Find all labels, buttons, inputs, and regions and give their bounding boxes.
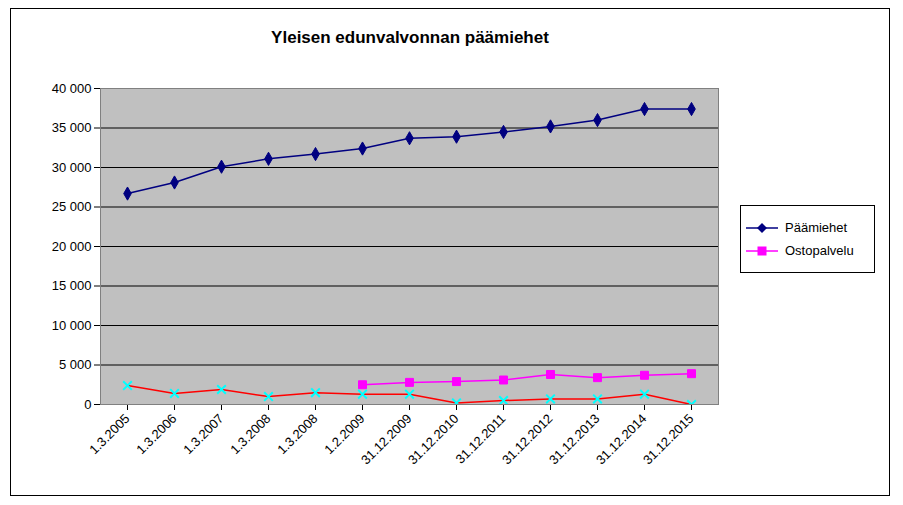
svg-text:31.12.2014: 31.12.2014 [592,410,650,468]
svg-text:31.12.2015: 31.12.2015 [640,411,697,468]
html-text:Päämiehet: Päämiehet [785,220,848,235]
svg-text:1.3.2005: 1.3.2005 [86,411,132,457]
svg-text:5 000: 5 000 [59,357,92,372]
svg-text:20 000: 20 000 [52,239,92,254]
svg-text:31.12.2009: 31.12.2009 [357,410,415,468]
svg-text:31.12.2010: 31.12.2010 [405,411,462,468]
svg-text:1.3.2008: 1.3.2008 [274,411,320,457]
svg-text:30 000: 30 000 [52,160,92,175]
svg-text:25 000: 25 000 [52,199,92,214]
svg-text:1.3.2007: 1.3.2007 [180,411,226,457]
svg-text:10 000: 10 000 [52,318,92,333]
svg-text:40 000: 40 000 [52,81,92,96]
html-text:Ostopalvelu: Ostopalvelu [785,243,854,258]
svg-text:31.12.2012: 31.12.2012 [498,410,556,468]
svg-text:15 000: 15 000 [52,278,92,293]
svg-text:1.3.2006: 1.3.2006 [133,411,179,457]
svg-text:1.2.2009: 1.2.2009 [321,411,367,457]
svg-text:1.3.2008: 1.3.2008 [227,411,273,457]
svg-text:31.12.2011: 31.12.2011 [452,410,509,467]
html-text:Yleisen edunvalvonnan päämiehe: Yleisen edunvalvonnan päämiehet [271,28,549,47]
svg-text:31.12.2013: 31.12.2013 [545,410,603,468]
svg-text:35 000: 35 000 [52,120,92,135]
svg-text:0: 0 [84,397,91,412]
